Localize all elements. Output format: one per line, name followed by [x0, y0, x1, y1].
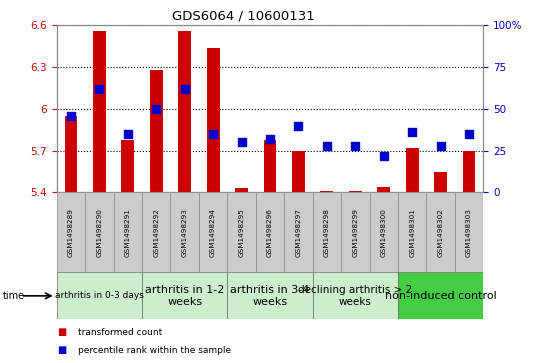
Bar [398, 192, 427, 272]
Bar [57, 272, 142, 319]
Bar [427, 192, 455, 272]
Point [351, 143, 360, 148]
Bar [369, 192, 398, 272]
Bar [313, 192, 341, 272]
Bar [171, 192, 199, 272]
Bar [377, 187, 390, 192]
Point [465, 131, 474, 137]
Point [322, 143, 331, 148]
Text: GSM1498296: GSM1498296 [267, 208, 273, 257]
Bar [142, 192, 171, 272]
Point [408, 129, 416, 135]
Text: GSM1498297: GSM1498297 [295, 208, 301, 257]
Bar [256, 192, 284, 272]
Text: GDS6064 / 10600131: GDS6064 / 10600131 [172, 9, 314, 22]
Text: GSM1498292: GSM1498292 [153, 208, 159, 257]
Bar [349, 191, 362, 192]
Text: GSM1498303: GSM1498303 [466, 208, 472, 257]
Bar [142, 272, 227, 319]
Bar [64, 116, 77, 192]
Point [95, 86, 104, 92]
Text: arthritis in 0-3 days: arthritis in 0-3 days [55, 291, 144, 300]
Point [237, 139, 246, 145]
Text: time: time [3, 291, 25, 301]
Bar [463, 151, 476, 192]
Bar [227, 192, 256, 272]
Point [66, 113, 75, 118]
Point [152, 106, 160, 112]
Point [180, 86, 189, 92]
Text: non-induced control: non-induced control [385, 291, 496, 301]
Bar [406, 148, 419, 192]
Text: GSM1498293: GSM1498293 [181, 208, 188, 257]
Bar [313, 272, 398, 319]
Text: GSM1498294: GSM1498294 [210, 208, 216, 257]
Bar [227, 272, 313, 319]
Bar [292, 151, 305, 192]
Bar [122, 139, 134, 192]
Bar [320, 191, 333, 192]
Bar [199, 192, 227, 272]
Text: GSM1498302: GSM1498302 [437, 208, 444, 257]
Point [436, 143, 445, 148]
Bar [264, 139, 276, 192]
Text: GSM1498291: GSM1498291 [125, 208, 131, 257]
Bar [150, 70, 163, 192]
Text: arthritis in 1-2
weeks: arthritis in 1-2 weeks [145, 285, 224, 307]
Text: arthritis in 3-4
weeks: arthritis in 3-4 weeks [231, 285, 309, 307]
Point [209, 131, 218, 137]
Bar [178, 31, 191, 192]
Text: declining arthritis > 2
weeks: declining arthritis > 2 weeks [298, 285, 413, 307]
Text: GSM1498295: GSM1498295 [239, 208, 245, 257]
Bar [398, 272, 483, 319]
Point [294, 123, 303, 129]
Bar [57, 192, 85, 272]
Bar [93, 31, 106, 192]
Bar [455, 192, 483, 272]
Text: GSM1498289: GSM1498289 [68, 208, 74, 257]
Bar [113, 192, 142, 272]
Point [124, 131, 132, 137]
Bar [284, 192, 313, 272]
Bar [85, 192, 113, 272]
Bar [341, 192, 369, 272]
Text: GSM1498298: GSM1498298 [324, 208, 330, 257]
Bar [207, 48, 220, 192]
Bar [434, 172, 447, 192]
Text: ■: ■ [57, 327, 66, 337]
Text: transformed count: transformed count [78, 328, 163, 337]
Text: GSM1498299: GSM1498299 [352, 208, 359, 257]
Point [266, 136, 274, 142]
Point [380, 153, 388, 159]
Text: ■: ■ [57, 345, 66, 355]
Text: GSM1498290: GSM1498290 [96, 208, 103, 257]
Text: GSM1498301: GSM1498301 [409, 208, 415, 257]
Text: GSM1498300: GSM1498300 [381, 208, 387, 257]
Bar [235, 188, 248, 192]
Text: percentile rank within the sample: percentile rank within the sample [78, 346, 232, 355]
